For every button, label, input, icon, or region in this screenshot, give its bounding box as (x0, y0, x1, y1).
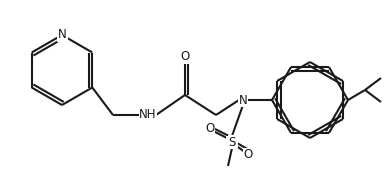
Text: NH: NH (139, 109, 157, 121)
Text: S: S (228, 135, 236, 148)
Text: O: O (243, 148, 253, 162)
FancyBboxPatch shape (226, 136, 238, 148)
FancyBboxPatch shape (238, 95, 248, 105)
FancyBboxPatch shape (243, 150, 253, 160)
FancyBboxPatch shape (57, 29, 67, 40)
FancyBboxPatch shape (180, 52, 190, 62)
Text: N: N (58, 29, 67, 42)
FancyBboxPatch shape (140, 109, 156, 121)
Text: O: O (180, 50, 190, 63)
Text: O: O (205, 121, 215, 135)
FancyBboxPatch shape (205, 123, 215, 133)
Text: N: N (239, 93, 247, 107)
